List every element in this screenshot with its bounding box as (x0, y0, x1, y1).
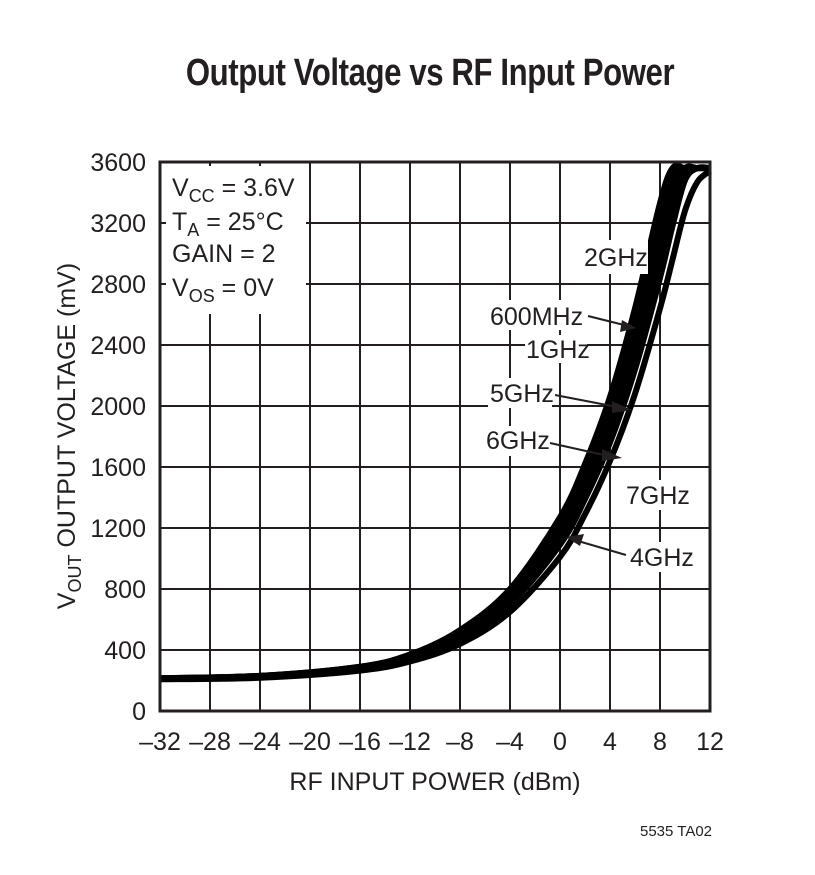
y-tick-label: 400 (104, 637, 146, 665)
y-tick-label: 2400 (90, 332, 146, 360)
x-tick-label: –12 (389, 728, 431, 756)
annotation-6ghz: 6GHz (486, 427, 550, 455)
x-tick-label: 4 (603, 728, 617, 756)
annotation-5ghz: 5GHz (490, 380, 554, 408)
y-tick-label: 0 (132, 698, 146, 726)
annotation-1ghz: 1GHz (526, 336, 590, 364)
annotation-600mhz: 600MHz (490, 303, 583, 331)
annotation-7ghz: 7GHz (626, 482, 690, 510)
x-tick-label: 12 (696, 728, 724, 756)
x-tick-label: 8 (653, 728, 667, 756)
annotation-2ghz: 2GHz (584, 244, 648, 272)
annotation-4ghz: 4GHz (630, 544, 694, 572)
y-tick-label: 1200 (90, 515, 146, 543)
x-tick-label: –28 (189, 728, 231, 756)
x-tick-label: –4 (496, 728, 524, 756)
y-tick-label: 2800 (90, 271, 146, 299)
x-tick-label: –20 (289, 728, 331, 756)
y-tick-label: 1600 (90, 454, 146, 482)
y-axis-label: VOUT OUTPUT VOLTAGE (mV) (53, 263, 85, 609)
chart-title: Output Voltage vs RF Input Power (185, 52, 675, 94)
x-tick-labels: –32 –28 –24 –20 –16 –12 –8 –4 0 4 8 12 (139, 728, 724, 756)
y-tick-label: 2000 (90, 393, 146, 421)
curve-7ghz (159, 168, 712, 683)
y-tick-label: 3200 (90, 210, 146, 238)
series-annotations: 2GHz 600MHz 1GHz 5GHz 6GHz 7GHz 4GHz (484, 240, 694, 572)
conditions-legend: VCC = 3.6V TA = 25°C GAIN = 2 VOS = 0V (166, 166, 306, 314)
y-tick-label: 3600 (90, 149, 146, 177)
x-tick-label: –24 (239, 728, 281, 756)
x-tick-label: 0 (553, 728, 567, 756)
condition-gain: GAIN = 2 (172, 240, 276, 268)
y-tick-label: 800 (104, 576, 146, 604)
figure-code: 5535 TA02 (640, 823, 713, 840)
x-tick-label: –32 (139, 728, 181, 756)
x-tick-label: –16 (339, 728, 381, 756)
data-curves (159, 162, 712, 683)
x-axis-label: RF INPUT POWER (dBm) (289, 768, 580, 796)
y-tick-labels: 0 400 800 1200 1600 2000 2400 2800 3200 3600 (90, 149, 146, 726)
plot-frame (158, 160, 712, 713)
condition-ta: TA = 25°C (172, 208, 284, 240)
condition-vos: VOS = 0V (172, 274, 274, 306)
x-tick-label: –8 (446, 728, 474, 756)
